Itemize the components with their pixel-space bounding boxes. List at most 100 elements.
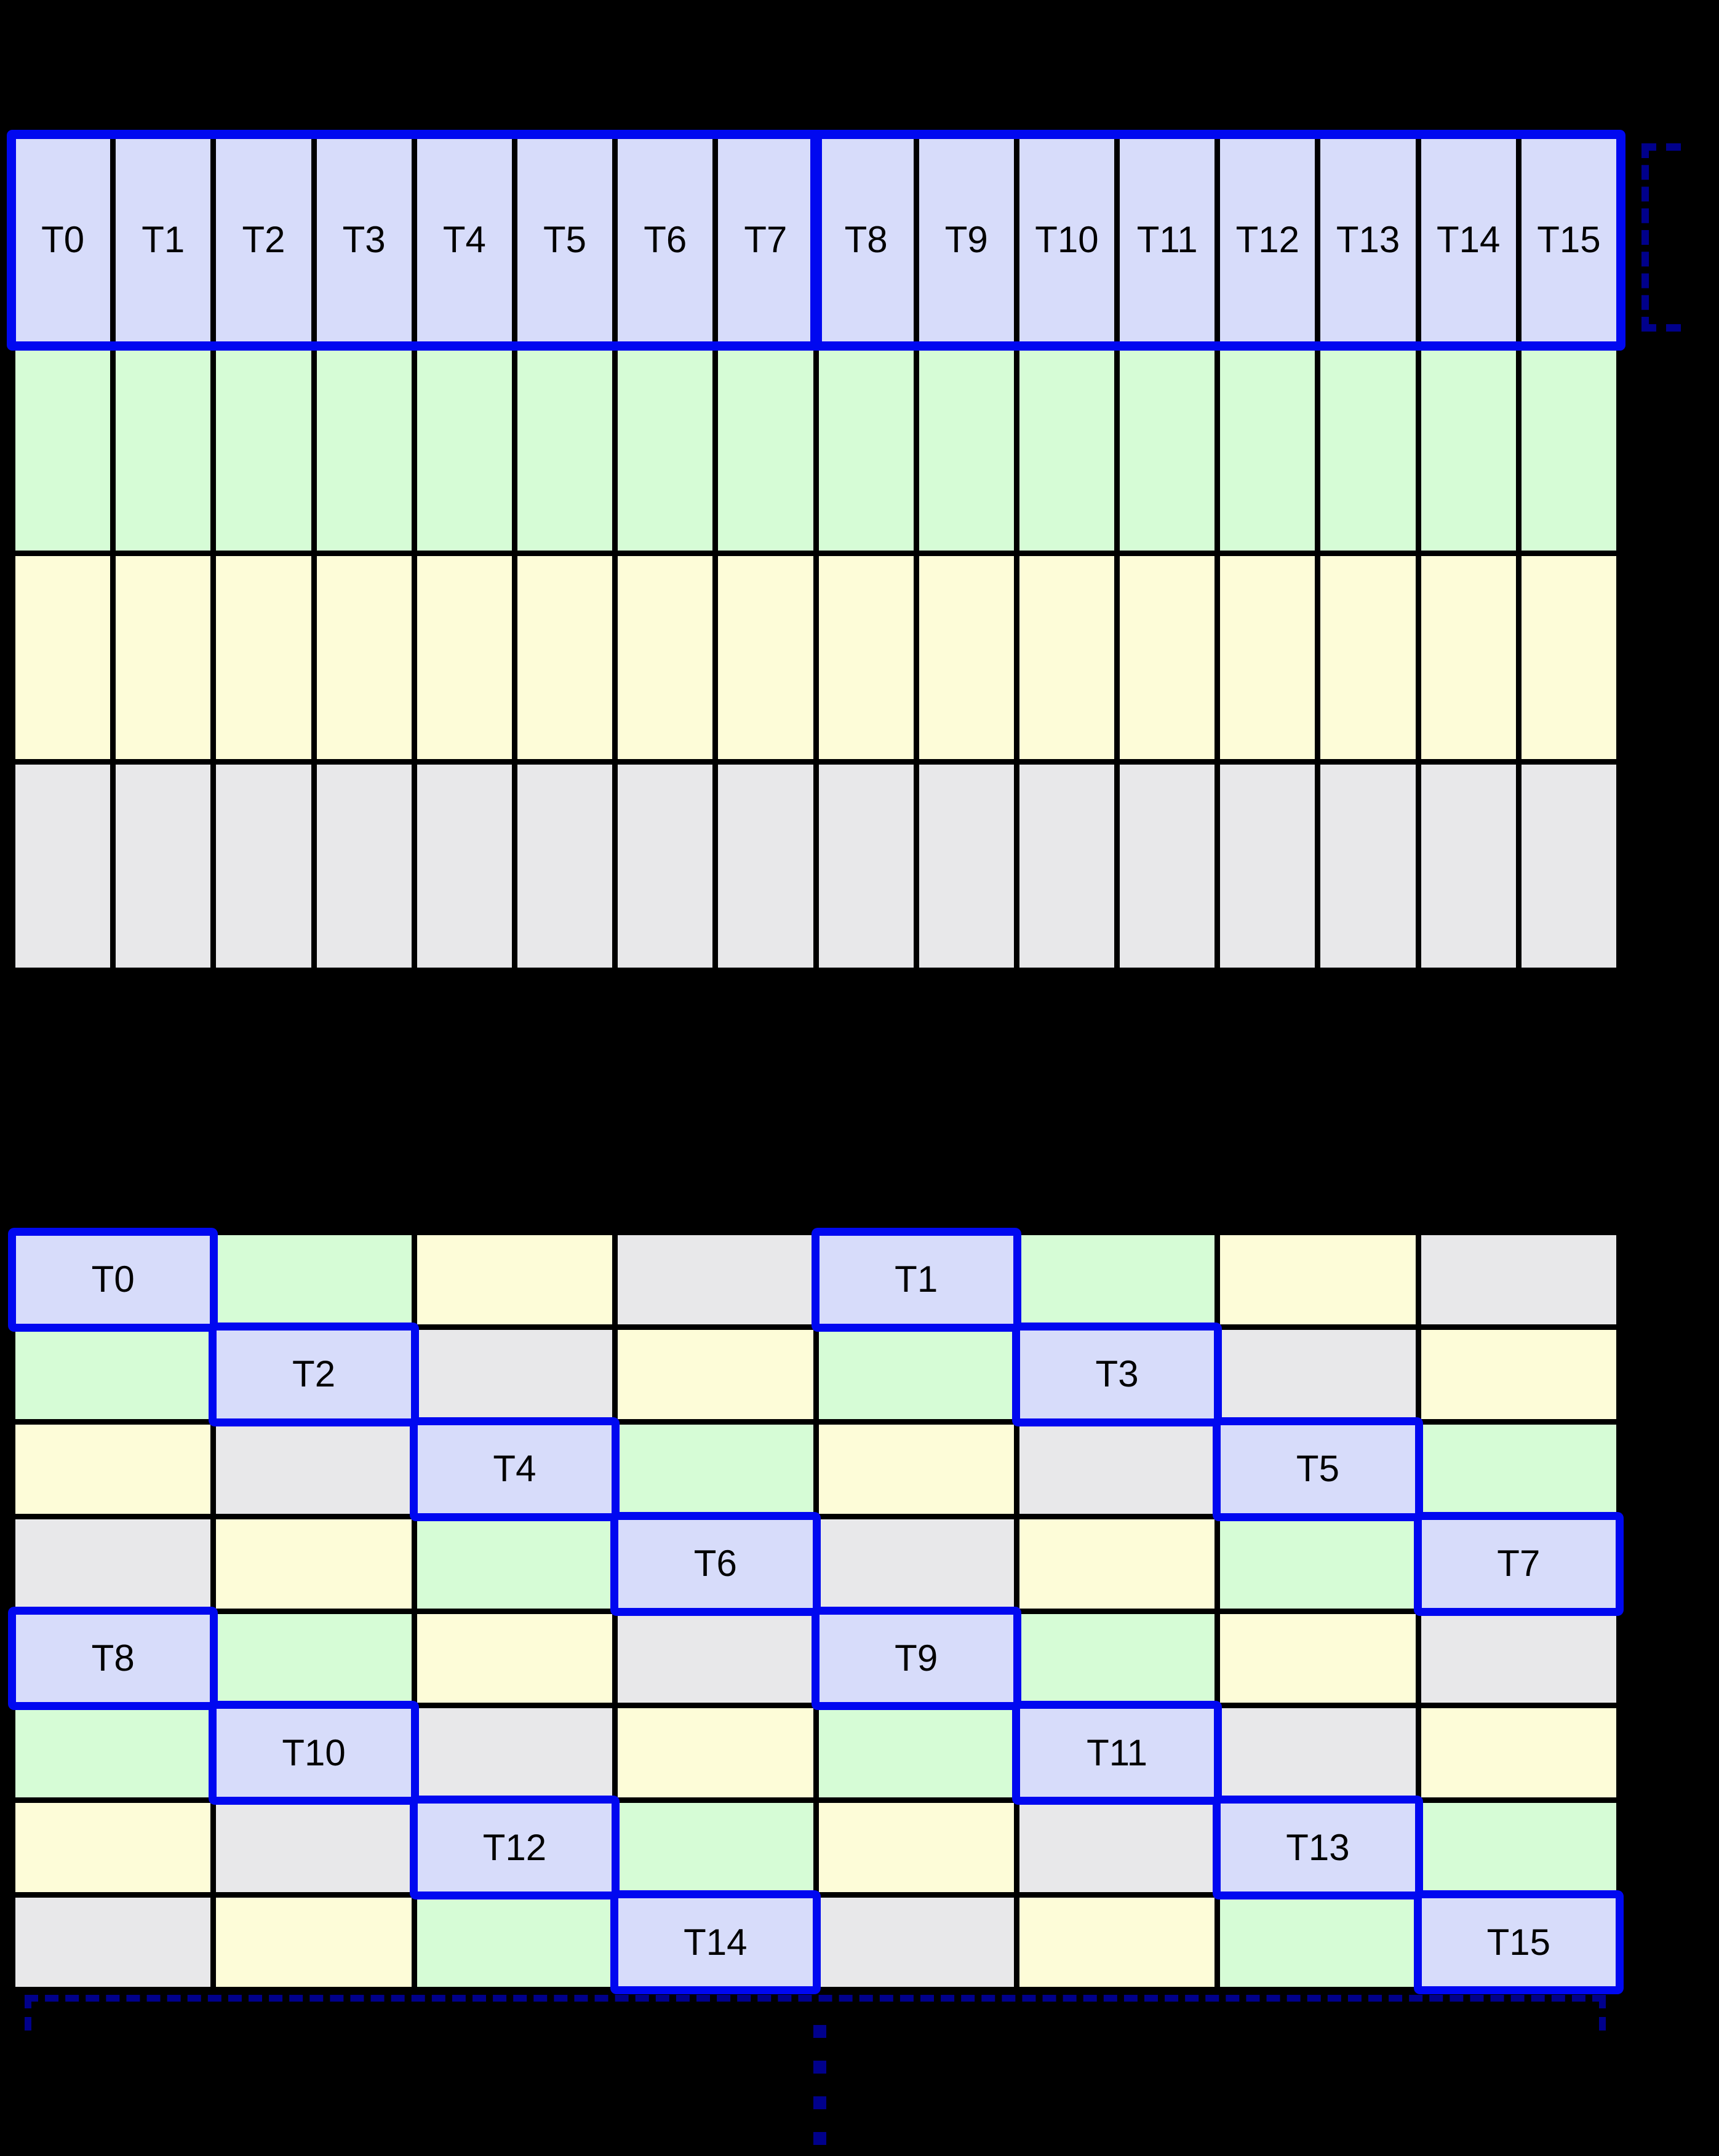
- grid2-thread-cell-t7: T7: [1413, 1511, 1624, 1616]
- thread-label: T2: [292, 1353, 336, 1395]
- grid1-cell-r1c9: [919, 347, 1014, 551]
- grid2-cell-r6c7: [1421, 1803, 1616, 1893]
- grid2-cell-r4c6: [1220, 1613, 1416, 1703]
- grid2-cell-r3c6: [1220, 1519, 1416, 1609]
- ellipsis-dash: [813, 2061, 826, 2074]
- grid2-cell-r3c1: [216, 1519, 412, 1609]
- grid2-cell-r1c3: [618, 1329, 813, 1419]
- grid2-cell-r7c4: [818, 1898, 1014, 1987]
- swizzled-layout-grid: T0 T1 T2 T3 T4 T5 T6 T7 T8 T9 T10 T11 T12 T13 T14 T15: [8, 1228, 1624, 1994]
- grid1-thread-cell-t12: T12: [1220, 138, 1315, 342]
- grid2-cell-r5c7: [1421, 1708, 1616, 1798]
- thread-label: T2: [242, 219, 285, 261]
- thread-label: T7: [744, 219, 788, 261]
- grid2-cell-r0c6: [1220, 1235, 1416, 1324]
- grid1-cell-r1c6: [618, 347, 713, 551]
- grid2-cell-r0c5: [1019, 1235, 1215, 1324]
- grid1-cell-r3c8: [818, 764, 914, 968]
- thread-label: T11: [1136, 219, 1198, 261]
- grid1-thread-cell-t9: T9: [919, 138, 1014, 342]
- grid2-cell-r3c4: [818, 1519, 1014, 1609]
- grid1-cell-r1c7: [718, 347, 813, 551]
- thread-label: T6: [644, 219, 687, 261]
- grid2-cell-r4c7: [1421, 1613, 1616, 1703]
- thread-label: T0: [41, 219, 85, 261]
- grid1-cell-r1c14: [1421, 347, 1516, 551]
- grid2-thread-cell-t2: T2: [209, 1322, 419, 1426]
- grid2-cell-r1c6: [1220, 1329, 1416, 1419]
- grid2-cell-r0c3: [618, 1235, 813, 1324]
- grid2-cell-r1c4: [818, 1329, 1014, 1419]
- thread-label: T14: [684, 1921, 748, 1963]
- grid1-thread-cell-t5: T5: [517, 138, 613, 342]
- grid2-thread-cell-t8: T8: [8, 1606, 218, 1711]
- grid1-cell-r3c7: [718, 764, 813, 968]
- grid2-thread-cell-t6: T6: [610, 1511, 821, 1616]
- thread-label: T10: [282, 1732, 346, 1773]
- grid2-cell-r2c1: [216, 1424, 412, 1514]
- thread-label: T8: [844, 219, 888, 261]
- grid2-cell-r7c2: [417, 1898, 613, 1987]
- grid2-thread-cell-t13: T13: [1213, 1796, 1423, 1900]
- grid2-cell-r4c1: [216, 1613, 412, 1703]
- thread-label: T8: [91, 1637, 135, 1679]
- thread-label: T1: [895, 1259, 938, 1300]
- grid2-cell-r2c7: [1421, 1424, 1616, 1514]
- grid1-cell-r2c5: [517, 555, 613, 759]
- grid-extent-bracket-icon: [25, 1995, 1606, 2031]
- grid2-thread-cell-t12: T12: [409, 1796, 620, 1900]
- thread-label: T13: [1286, 1826, 1350, 1868]
- grid1-cell-r1c3: [316, 347, 412, 551]
- grid1-cell-r1c2: [216, 347, 311, 551]
- grid1-thread-cell-t14: T14: [1421, 138, 1516, 342]
- grid1-cell-r2c1: [116, 555, 211, 759]
- grid2-thread-cell-t5: T5: [1213, 1417, 1423, 1521]
- grid1-cell-r3c6: [618, 764, 713, 968]
- grid2-cell-r7c5: [1019, 1898, 1215, 1987]
- grid1-thread-cell-t0: T0: [15, 138, 111, 342]
- grid1-cell-r2c14: [1421, 555, 1516, 759]
- thread-label: T14: [1437, 219, 1501, 261]
- grid2-cell-r5c0: [15, 1708, 211, 1798]
- grid2-cell-r4c2: [417, 1613, 613, 1703]
- grid2-cell-r2c0: [15, 1424, 211, 1514]
- grid2-cell-r0c1: [216, 1235, 412, 1324]
- grid1-thread-cell-t13: T13: [1320, 138, 1416, 342]
- grid2-cell-r1c7: [1421, 1329, 1616, 1419]
- grid1-cell-r2c2: [216, 555, 311, 759]
- grid1-thread-cell-t2: T2: [216, 138, 311, 342]
- grid1-cell-r1c10: [1019, 347, 1115, 551]
- grid2-cell-r5c3: [618, 1708, 813, 1798]
- grid2-cell-r2c5: [1019, 1424, 1215, 1514]
- grid2-thread-cell-t0: T0: [8, 1228, 218, 1332]
- grid2-cell-r4c5: [1019, 1613, 1215, 1703]
- grid1-thread-cell-t6: T6: [618, 138, 713, 342]
- row-major-layout-grid: T0 T1 T2 T3 T4 T5 T6 T7 T8 T9 T10 T11 T12 T13 T14 T15: [15, 138, 1616, 968]
- grid1-cell-r1c4: [417, 347, 512, 551]
- ellipsis-dash: [813, 2096, 826, 2109]
- grid2-cell-r7c6: [1220, 1898, 1416, 1987]
- grid1-cell-r1c1: [116, 347, 211, 551]
- ellipsis-dash: [813, 2132, 826, 2145]
- thread-label: T5: [1296, 1448, 1339, 1490]
- grid1-cell-r2c12: [1220, 555, 1315, 759]
- grid1-thread-cell-t8: T8: [818, 138, 914, 342]
- grid2-cell-r7c1: [216, 1898, 412, 1987]
- thread-label: T5: [543, 219, 587, 261]
- grid1-cell-r1c5: [517, 347, 613, 551]
- grid2-thread-cell-t10: T10: [209, 1701, 419, 1805]
- thread-label: T3: [342, 219, 386, 261]
- thread-label: T12: [1235, 219, 1300, 261]
- grid1-cell-r3c5: [517, 764, 613, 968]
- grid2-cell-r5c4: [818, 1708, 1014, 1798]
- thread-label: T12: [482, 1826, 547, 1868]
- grid1-cell-r2c9: [919, 555, 1014, 759]
- grid1-thread-cell-t11: T11: [1120, 138, 1215, 342]
- grid2-cell-r6c4: [818, 1803, 1014, 1893]
- grid2-cell-r6c0: [15, 1803, 211, 1893]
- grid1-cell-r3c15: [1521, 764, 1616, 968]
- thread-label: T6: [693, 1543, 737, 1585]
- grid1-thread-cell-t4: T4: [417, 138, 512, 342]
- grid1-cell-r3c0: [15, 764, 111, 968]
